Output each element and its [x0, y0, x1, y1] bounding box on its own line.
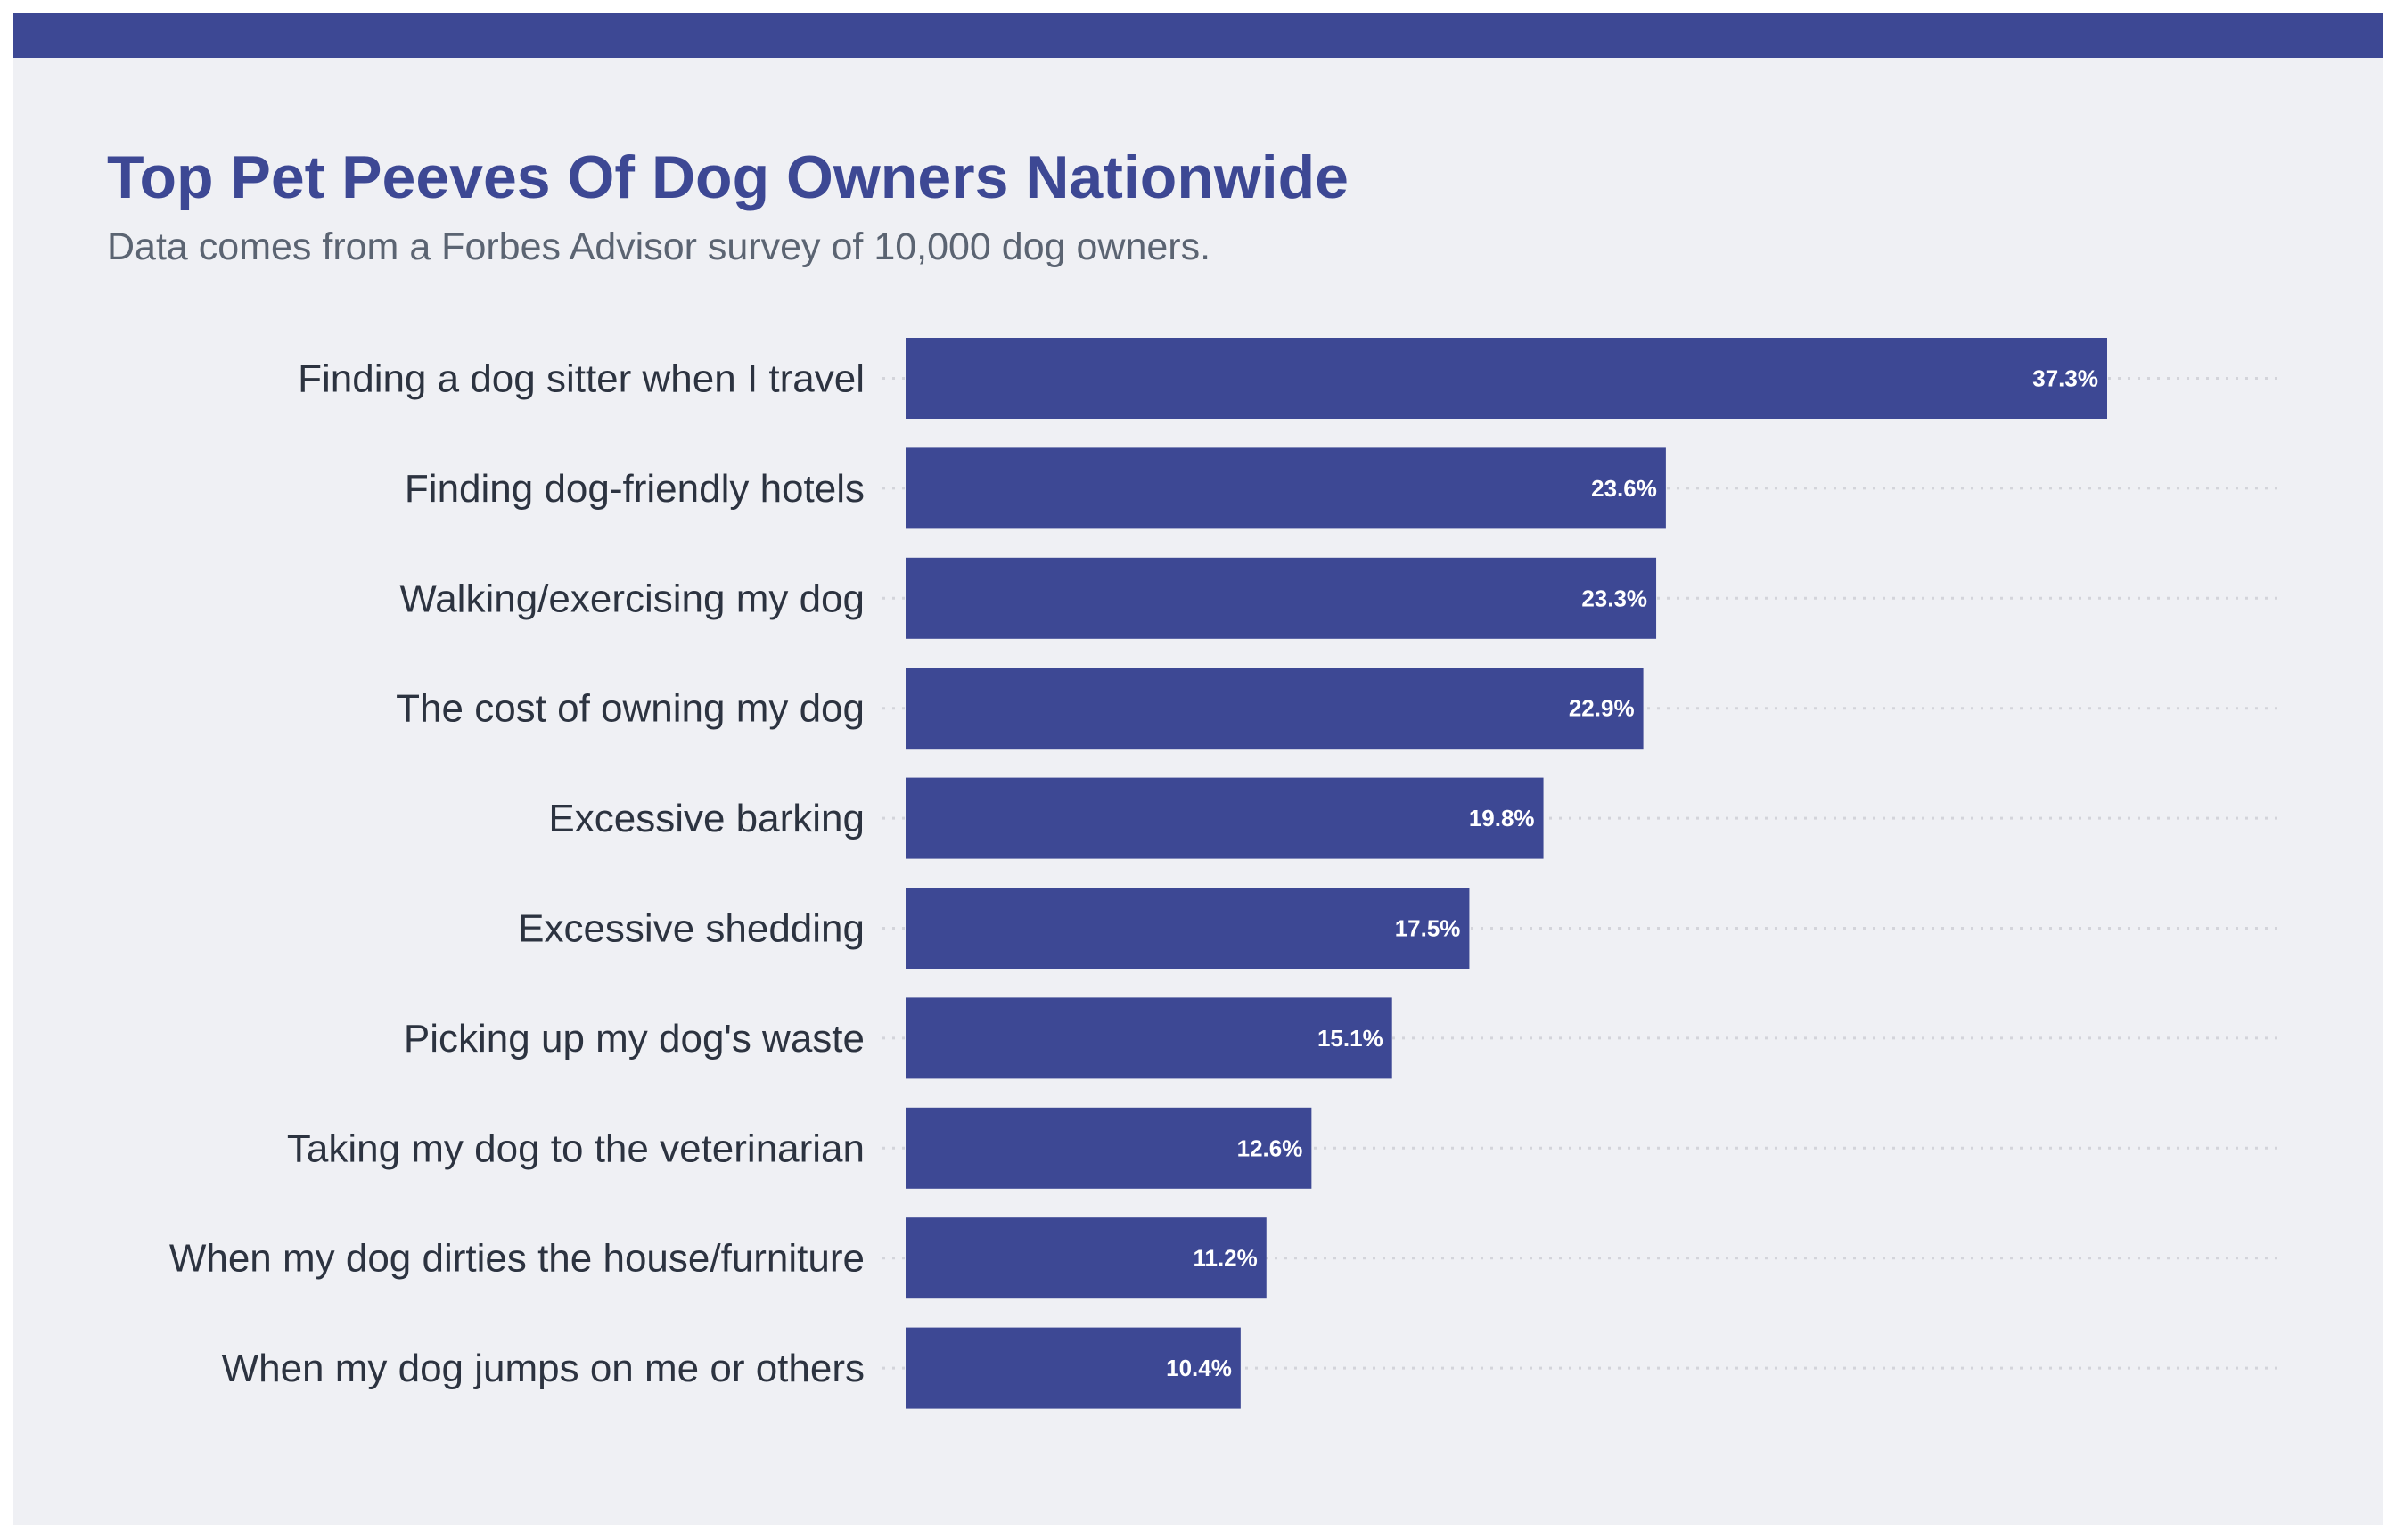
category-label: Walking/exercising my dog: [399, 577, 865, 620]
category-label: Finding dog-friendly hotels: [405, 467, 865, 511]
bar: [906, 1217, 1267, 1299]
bar: [906, 1107, 1312, 1189]
value-label: 22.9%: [1569, 695, 1635, 722]
chart-subtitle: Data comes from a Forbes Advisor survey …: [107, 225, 1210, 268]
category-label: Excessive shedding: [518, 907, 865, 951]
value-label: 15.1%: [1317, 1025, 1383, 1052]
bar: [906, 668, 1644, 750]
value-label: 19.8%: [1469, 805, 1535, 831]
category-label: Taking my dog to the veterinarian: [287, 1126, 865, 1170]
bar: [906, 777, 1544, 859]
value-labels: 37.3% 23.6% 23.3% 22.9% 19.8% 17.5% 15.1% 12.6%…: [1166, 365, 2098, 1382]
bar: [906, 888, 1470, 969]
value-label: 23.6%: [1591, 475, 1657, 502]
category-labels: Finding a dog sitter when I travel Findin…: [169, 357, 865, 1391]
bar: [906, 1327, 1241, 1409]
category-label: Picking up my dog's waste: [404, 1017, 865, 1061]
value-label: 12.6%: [1237, 1135, 1303, 1161]
bar: [906, 338, 2107, 419]
bar: [906, 557, 1657, 639]
category-label: Finding a dog sitter when I travel: [298, 357, 865, 401]
value-label: 17.5%: [1395, 915, 1461, 942]
value-label: 10.4%: [1166, 1355, 1232, 1381]
category-label: The cost of owning my dog: [396, 687, 865, 731]
bar: [906, 447, 1666, 529]
value-label: 37.3%: [2032, 365, 2098, 392]
bars: [906, 338, 2107, 1409]
bar: [906, 997, 1392, 1079]
value-label: 11.2%: [1193, 1245, 1257, 1272]
category-label: Excessive barking: [548, 797, 865, 840]
category-label: When my dog jumps on me or others: [222, 1347, 865, 1390]
chart-title: Top Pet Peeves Of Dog Owners Nationwide: [107, 143, 1349, 211]
category-label: When my dog dirties the house/furniture: [169, 1237, 865, 1281]
header-band: [13, 13, 2383, 58]
value-label: 23.3%: [1581, 585, 1647, 611]
